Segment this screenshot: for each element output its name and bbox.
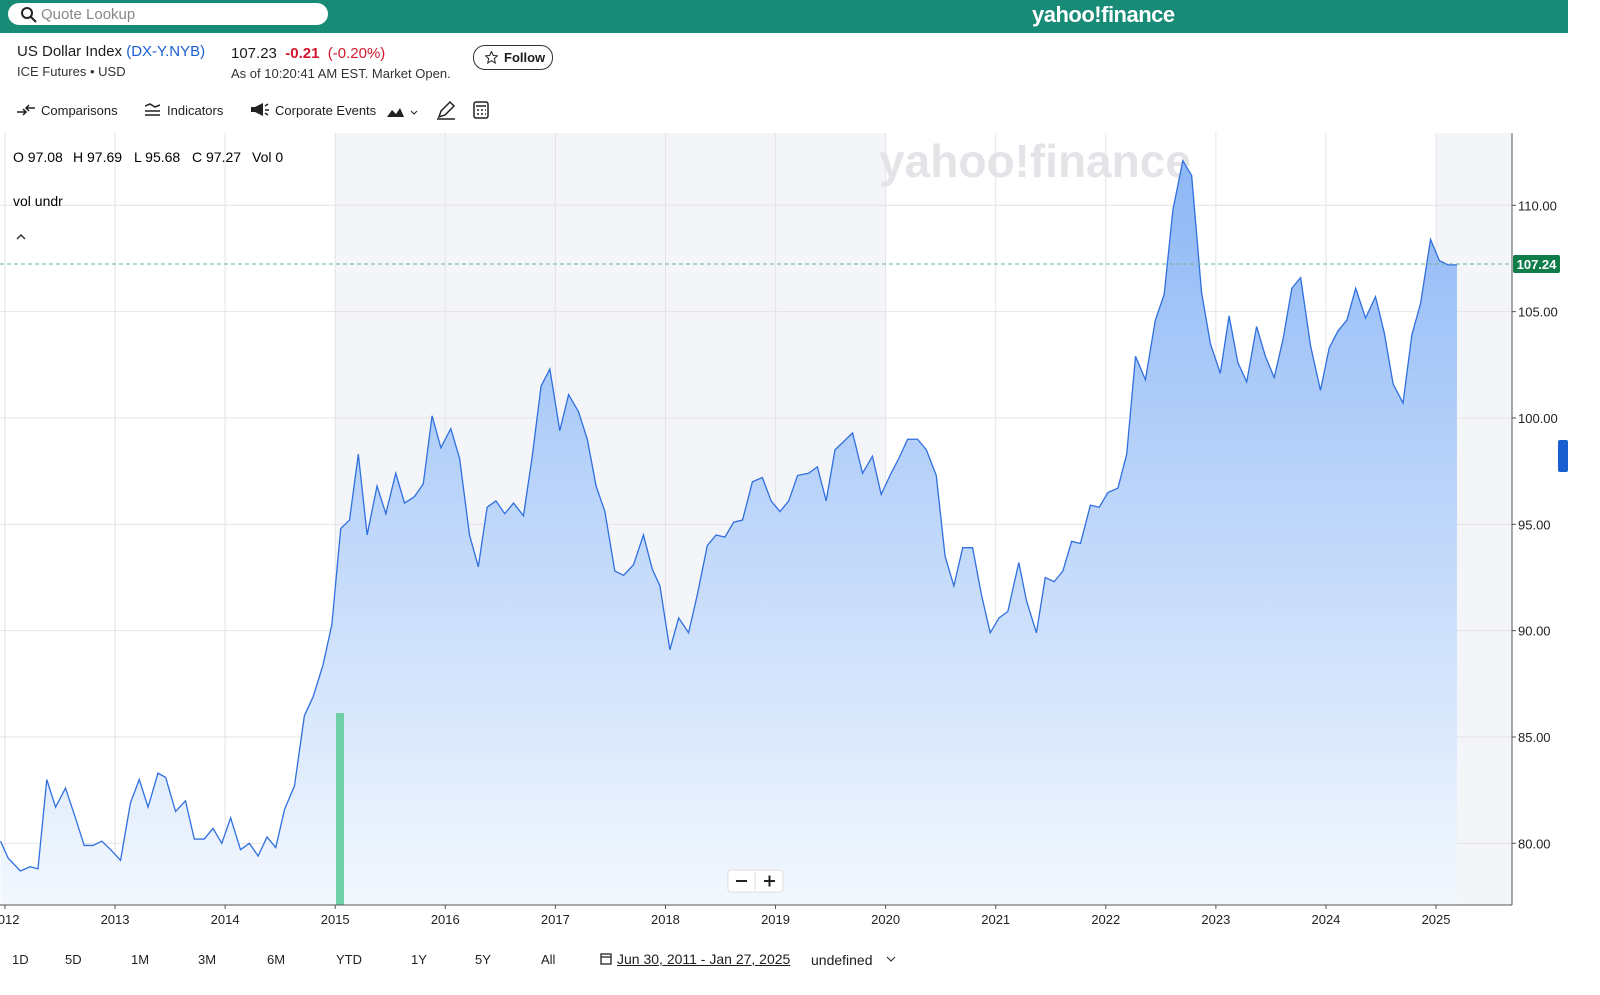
search-placeholder: Quote Lookup	[41, 6, 136, 23]
y-tick-label: 95.00	[1518, 517, 1551, 532]
quote-name-row: US Dollar Index (DX-Y.NYB)	[17, 43, 205, 60]
y-tick-label: 110.00	[1518, 198, 1557, 213]
toolbar-comparisons[interactable]: Comparisons	[41, 103, 118, 118]
collapse-icon[interactable]	[16, 233, 26, 240]
logo[interactable]: yahoo!finance	[1032, 2, 1175, 27]
ohlc-open: O 97.08	[13, 149, 63, 165]
quote-symbol: (DX-Y.NYB)	[126, 43, 206, 60]
y-tick-label: 100.00	[1518, 411, 1558, 426]
y-tick-label: 80.00	[1518, 836, 1551, 851]
ohlc-volume: Vol 0	[252, 149, 283, 165]
price-line	[0, 158, 1457, 872]
study-label: vol undr	[13, 193, 63, 209]
last-price-tag	[1513, 255, 1560, 274]
range-button[interactable]: 1D	[12, 952, 29, 967]
x-tick-label: 2022	[1091, 912, 1120, 927]
interval[interactable]: undefined	[811, 952, 873, 968]
chart: yahoo!finance 2012 2013 2014 2015 2016 2017 20…	[0, 133, 1568, 927]
events-icon	[251, 103, 269, 116]
draw-icon[interactable]	[436, 100, 456, 120]
last-price-label: 107.24	[1517, 257, 1558, 272]
x-tick-label: 2018	[651, 912, 680, 927]
exchange: ICE Futures • USD	[17, 64, 126, 79]
range-button[interactable]: 3M	[198, 952, 217, 967]
ohlc-low: L 95.68	[134, 149, 180, 165]
change: -0.21	[285, 45, 320, 62]
calculator-icon[interactable]	[472, 101, 490, 119]
price: 107.23	[231, 45, 277, 62]
timestamp: As of 10:20:41 AM EST. Market Open.	[231, 66, 451, 81]
change-percent: (-0.20%)	[327, 45, 386, 62]
ohlc-close: C 97.27	[192, 149, 241, 165]
indicators-icon	[145, 103, 161, 116]
range-button[interactable]: 5Y	[475, 952, 491, 967]
follow-button[interactable]: Follow	[473, 45, 553, 70]
y-tick-label: 105.00	[1518, 305, 1558, 320]
volume-bar	[336, 713, 344, 905]
star-icon	[485, 51, 498, 64]
x-tick-label: 2025	[1422, 912, 1451, 927]
x-tick-label: 2024	[1311, 912, 1340, 927]
zoom-in[interactable]	[764, 875, 775, 887]
chevron	[886, 956, 896, 962]
y-tick-label: 90.00	[1518, 624, 1551, 639]
x-tick-label: 2012	[0, 912, 19, 927]
chart-type-icon[interactable]	[386, 103, 420, 119]
range-button[interactable]: All	[541, 952, 556, 967]
follow-label: Follow	[504, 50, 546, 65]
quote-name: US Dollar Index	[17, 43, 123, 60]
comparisons-icon	[17, 104, 35, 116]
range-button[interactable]: 1M	[131, 952, 150, 967]
x-tick-label: 2015	[321, 912, 350, 927]
x-tick-label: 2020	[871, 912, 900, 927]
search-box[interactable]: Quote Lookup	[8, 3, 328, 25]
x-tick-label: 2014	[211, 912, 240, 927]
date-range[interactable]: Jun 30, 2011 - Jan 27, 2025	[617, 951, 791, 967]
y-tick-label: 85.00	[1518, 730, 1551, 745]
toolbar-corporate-events[interactable]: Corporate Events	[275, 103, 377, 118]
area-fill	[0, 160, 1457, 905]
x-tick-label: 2013	[101, 912, 130, 927]
zoom-control	[727, 869, 784, 893]
side-tab[interactable]	[1558, 440, 1568, 472]
search-icon	[21, 7, 37, 23]
x-tick-label: 2019	[761, 912, 790, 927]
ohlc-high: H 97.69	[73, 149, 122, 165]
x-tick-label: 2017	[541, 912, 570, 927]
price-row: 107.23 -0.21 (-0.20%)	[231, 45, 385, 62]
range-button[interactable]: 6M	[267, 952, 286, 967]
x-tick-label: 2023	[1201, 912, 1230, 927]
calendar-icon	[600, 953, 612, 965]
x-tick-label: 2016	[431, 912, 460, 927]
x-tick-label: 2021	[981, 912, 1010, 927]
watermark: yahoo!finance	[879, 135, 1191, 187]
range-button[interactable]: 1Y	[411, 952, 427, 967]
range-button[interactable]: 5D	[65, 952, 82, 967]
toolbar-indicators[interactable]: Indicators	[167, 103, 224, 118]
range-button[interactable]: YTD	[336, 952, 362, 967]
